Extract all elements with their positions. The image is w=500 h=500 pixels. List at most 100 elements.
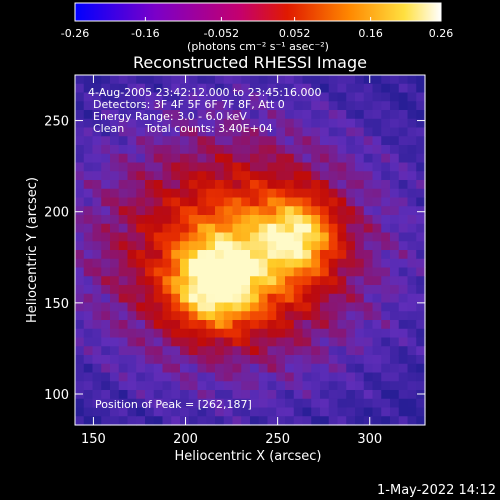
heatmap-cell [398,302,409,312]
heatmap-cell [416,390,426,400]
heatmap-cell [101,180,111,190]
heatmap-cell [171,180,181,190]
heatmap-cell [101,355,111,365]
heatmap-cell [258,136,269,146]
heatmap-cell [390,337,400,347]
heatmap-cell [101,328,111,339]
heatmap-cell [180,92,190,102]
heatmap-cell [223,92,234,102]
heatmap-cell [416,293,426,304]
heatmap-cell [83,276,94,286]
heatmap-cell [285,398,295,409]
heatmap-cell [250,311,260,321]
heatmap-cell [355,258,365,269]
heatmap-cell [215,110,225,120]
heatmap-cell [101,101,111,111]
heatmap-cell [276,407,286,417]
colorbar-tick-label: 0.052 [279,27,311,40]
heatmap-cell [250,390,260,400]
heatmap-cell [188,206,199,216]
heatmap-cell [101,285,111,295]
heatmap-cell [180,215,190,225]
heatmap-cell [355,346,365,356]
heatmap-cell [302,311,312,321]
heatmap-cell [276,267,286,277]
heatmap-cell [320,407,330,417]
heatmap-cell [241,197,251,207]
heatmap-cell [215,302,225,312]
heatmap-cell [258,250,269,260]
heatmap-cell [320,355,330,365]
heatmap-cell [267,372,277,382]
heatmap-cell [276,328,286,339]
heatmap-cell [311,92,321,102]
heatmap-cell [118,118,129,129]
heatmap-cell [258,92,269,102]
heatmap-cell [145,127,155,137]
heatmap-cell [363,328,374,339]
heatmap-cell [258,145,269,155]
heatmap-cell [381,276,391,286]
heatmap-cell [398,267,409,277]
heatmap-cell [145,101,155,111]
heatmap-cell [92,355,102,365]
heatmap-cell [171,328,181,339]
heatmap-cell [206,328,216,339]
heatmap-cell [328,285,339,295]
heatmap-cell [197,363,207,374]
heatmap-cell [171,232,181,242]
heatmap-cell [92,328,102,339]
heatmap-cell [250,180,260,190]
heatmap-cell [110,127,120,137]
heatmap-cell [302,127,312,137]
heatmap-cell [118,398,129,409]
heatmap-cell [180,355,190,365]
heatmap-cell [101,118,111,129]
heatmap-cell [337,302,347,312]
heatmap-cell [162,75,172,85]
heatmap-cell [215,355,225,365]
colorbar-ticks: -0.26 -0.16 -0.052 0.052 0.16 0.26 [61,17,453,40]
heatmap-cell [311,75,321,85]
heatmap-cell [407,381,417,391]
heatmap-cell [171,197,181,207]
heatmap-cell [180,276,190,286]
heatmap-cell [363,118,374,129]
heatmap-cell [75,110,85,120]
heatmap-cell [75,206,85,216]
heatmap-cell [328,180,339,190]
heatmap-cell [381,372,391,382]
heatmap-cell [267,337,277,347]
heatmap-cell [372,398,382,409]
heatmap-cell [206,206,216,216]
heatmap-cell [407,153,417,164]
heatmap-cell [302,250,312,260]
heatmap-cell [250,188,260,199]
heatmap-cell [407,136,417,146]
heatmap-cell [398,320,409,330]
heatmap-cell [110,145,120,155]
heatmap-cell [101,311,111,321]
heatmap-cell [328,171,339,181]
heatmap-cell [162,153,172,164]
heatmap-cell [110,398,120,409]
heatmap-cell [355,101,365,111]
heatmap-cell [302,153,312,164]
heatmap-cell [267,136,277,146]
heatmap-cell [346,223,356,234]
heatmap-cell [250,302,260,312]
heatmap-cell [372,223,382,234]
heatmap-cell [398,92,409,102]
heatmap-cell [363,381,374,391]
heatmap-cell [110,355,120,365]
heatmap-cell [302,346,312,356]
heatmap-cell [276,232,286,242]
heatmap-cell [363,320,374,330]
heatmap-cell [337,197,347,207]
heatmap-cell [346,101,356,111]
heatmap-cell [75,118,85,129]
heatmap-cell [416,83,426,94]
heatmap-cell [127,110,137,120]
heatmap-cell [197,241,207,251]
heatmap-cell [206,258,216,269]
